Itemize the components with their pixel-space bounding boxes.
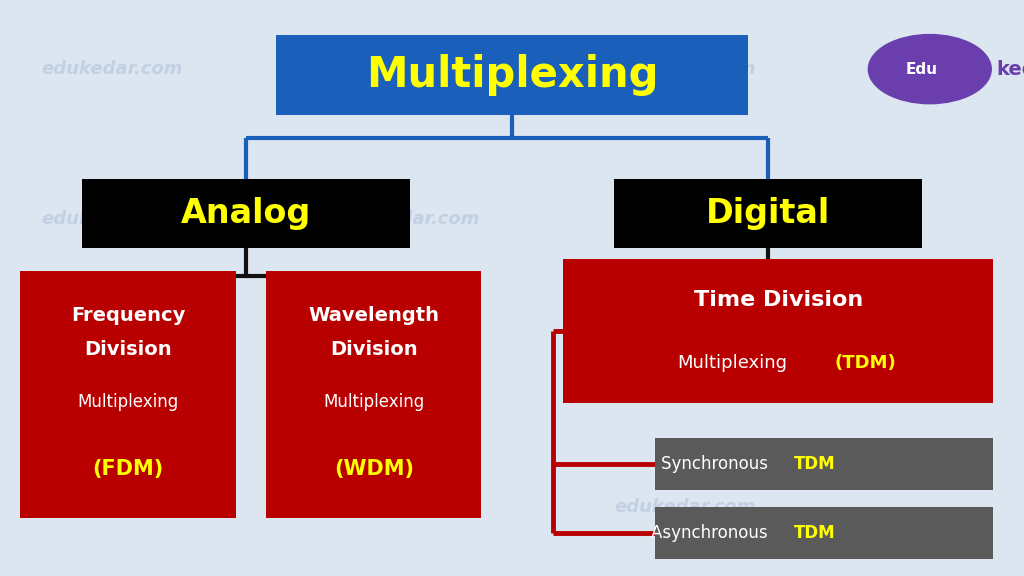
Text: TDM: TDM — [794, 524, 836, 542]
Text: Frequency: Frequency — [71, 306, 185, 325]
Text: Multiplexing: Multiplexing — [324, 393, 424, 411]
Text: edukedar.com: edukedar.com — [338, 210, 479, 228]
Text: TDM: TDM — [794, 454, 836, 473]
Text: (FDM): (FDM) — [92, 459, 164, 479]
Text: Time Division: Time Division — [693, 290, 863, 309]
Text: Synchronous: Synchronous — [660, 454, 773, 473]
Text: edukedar.com: edukedar.com — [338, 60, 479, 78]
Text: Division: Division — [84, 340, 172, 359]
Text: edukedar.com: edukedar.com — [614, 498, 756, 516]
Text: edukedar.com: edukedar.com — [41, 498, 182, 516]
Bar — [266, 271, 481, 518]
Text: edukedar.com: edukedar.com — [41, 60, 182, 78]
Text: Digital: Digital — [706, 196, 830, 230]
Text: edukedar.com: edukedar.com — [614, 359, 756, 378]
Text: edukedar.com: edukedar.com — [41, 210, 182, 228]
Text: edukedar.com: edukedar.com — [338, 359, 479, 378]
Bar — [563, 259, 993, 403]
Text: (WDM): (WDM) — [334, 459, 414, 479]
Bar — [655, 438, 993, 490]
Text: Edu: Edu — [905, 62, 938, 77]
Text: (TDM): (TDM) — [835, 354, 896, 372]
Text: Multiplexing: Multiplexing — [366, 54, 658, 96]
Bar — [82, 179, 410, 248]
Bar — [20, 271, 236, 518]
Text: Analog: Analog — [180, 196, 311, 230]
Text: Multiplexing: Multiplexing — [78, 393, 178, 411]
Bar — [614, 179, 922, 248]
Text: Multiplexing: Multiplexing — [677, 354, 787, 372]
Text: Division: Division — [330, 340, 418, 359]
Text: Wavelength: Wavelength — [308, 306, 439, 325]
Text: edukedar.com: edukedar.com — [338, 498, 479, 516]
Text: kedar: kedar — [996, 60, 1024, 78]
Circle shape — [868, 35, 991, 104]
Text: Asynchronous: Asynchronous — [651, 524, 773, 542]
Bar — [655, 507, 993, 559]
Text: edukedar.com: edukedar.com — [614, 60, 756, 78]
Text: edukedar.com: edukedar.com — [41, 359, 182, 378]
Text: edukedar.com: edukedar.com — [614, 210, 756, 228]
Bar — [276, 35, 748, 115]
